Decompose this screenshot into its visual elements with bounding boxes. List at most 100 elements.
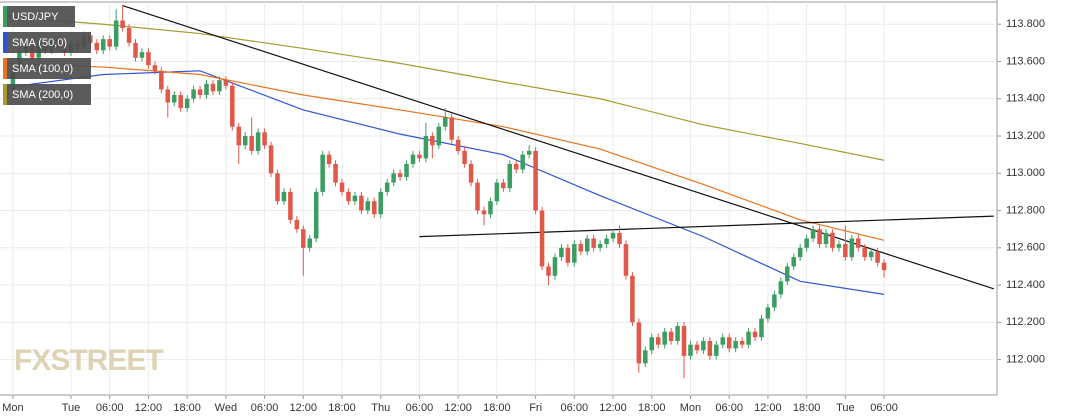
candle-body	[488, 201, 493, 215]
candle-body	[365, 201, 371, 211]
candle-body	[772, 294, 777, 308]
candle-body	[126, 27, 132, 43]
candle-body	[397, 173, 403, 178]
legend-box	[3, 6, 75, 27]
x-tick-label: Tue	[836, 402, 855, 414]
candle-body	[326, 154, 332, 164]
trend-line	[122, 5, 994, 290]
candle-body	[468, 163, 474, 183]
legend-swatch	[3, 32, 7, 53]
candle-body	[449, 117, 454, 140]
candle-body	[139, 52, 145, 58]
candle-body	[146, 52, 151, 66]
candle-body	[197, 89, 203, 96]
candle-body	[552, 257, 558, 276]
x-tick-label: 12:00	[599, 402, 627, 414]
candle-body	[584, 238, 590, 252]
candle-body	[443, 117, 448, 127]
candle-body	[681, 326, 687, 356]
candle-body	[359, 195, 364, 211]
x-tick-label: 06:00	[870, 402, 898, 414]
candle-body	[881, 262, 887, 271]
x-tick-label: 12:00	[754, 402, 782, 414]
candle-body	[475, 182, 480, 211]
candle-body	[597, 244, 603, 248]
legend-box	[3, 32, 91, 53]
candle-body	[191, 89, 196, 99]
y-tick-label: 113.600	[1006, 55, 1045, 67]
candle-body	[604, 238, 609, 245]
candle-body	[133, 42, 138, 58]
x-tick-label: 06:00	[406, 402, 434, 414]
candle-body	[236, 126, 242, 146]
x-tick-label: 18:00	[328, 402, 356, 414]
candle-body	[152, 65, 158, 71]
candle-body	[333, 163, 338, 183]
candle-body	[417, 154, 422, 159]
candle-body	[384, 182, 390, 192]
candle-body	[591, 238, 596, 248]
candle-body	[159, 70, 164, 90]
candle-body	[836, 244, 842, 248]
legend-box	[3, 84, 91, 105]
legend-box	[3, 58, 91, 79]
candle-body	[617, 232, 622, 245]
candle-body	[746, 331, 751, 345]
candle-body	[752, 331, 758, 338]
candle-body	[262, 132, 267, 146]
candle-body	[565, 247, 571, 263]
x-tick-label: 18:00	[793, 402, 821, 414]
candle-body	[255, 132, 261, 151]
candle-body	[862, 247, 867, 258]
y-tick-label: 113.200	[1006, 130, 1045, 142]
candle-body	[352, 195, 358, 202]
legend-swatch	[3, 6, 7, 27]
candle-body	[797, 247, 803, 258]
x-tick-label: 18:00	[173, 402, 201, 414]
candle-body	[559, 247, 564, 258]
candle-body	[630, 275, 635, 323]
candle-body	[410, 154, 416, 164]
x-tick-label: 06:00	[715, 402, 743, 414]
x-tick-label: Thu	[371, 402, 390, 414]
y-tick-label: 113.800	[1006, 18, 1045, 30]
candle-body	[301, 229, 306, 248]
sma-line	[6, 70, 885, 295]
lines	[6, 5, 994, 295]
x-tick-label: 18:00	[483, 402, 511, 414]
candle-body	[668, 331, 674, 341]
candle-body	[288, 191, 293, 220]
candle-body	[843, 244, 848, 258]
candle-body	[171, 95, 177, 103]
candle-body	[520, 154, 525, 170]
candle-body	[546, 266, 551, 276]
candle-body	[849, 238, 855, 258]
candle-body	[533, 150, 538, 211]
candle-body	[778, 281, 784, 295]
candle-body	[423, 136, 429, 159]
candle-body	[346, 191, 351, 202]
candle-body	[830, 232, 835, 248]
candle-body	[655, 337, 661, 345]
candle-body	[688, 344, 693, 356]
candle-body	[507, 163, 513, 189]
candle-body	[113, 20, 119, 47]
candle-body	[404, 163, 409, 178]
x-tick-label: Wed	[215, 402, 237, 414]
candle-body	[120, 20, 125, 28]
candle-body	[539, 210, 545, 267]
candle-body	[643, 350, 648, 364]
candle-body	[765, 307, 771, 319]
candle-body	[372, 201, 377, 215]
candle-body	[242, 136, 248, 146]
candle-body	[165, 89, 171, 103]
candle-body	[313, 191, 319, 239]
y-tick-label: 112.400	[1006, 279, 1045, 291]
candle-body	[230, 85, 235, 127]
x-tick-label: 12:00	[290, 402, 318, 414]
candle-body	[178, 95, 183, 109]
candle-body	[281, 191, 287, 202]
y-tick-label: 112.200	[1006, 316, 1045, 328]
